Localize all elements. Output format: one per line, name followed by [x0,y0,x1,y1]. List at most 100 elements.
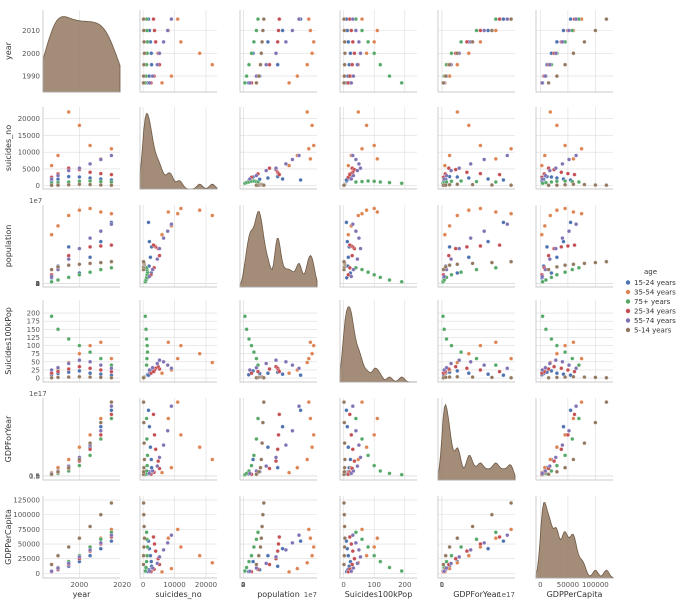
scatter-point [568,17,573,22]
tick-label-y: 125 [27,334,40,342]
scatter-point [444,173,449,178]
tick-label-y: 1 [36,280,40,288]
scatter-point [296,17,302,22]
scatter-point [77,374,82,379]
scatter-point [144,356,149,361]
scatter-point [455,262,460,267]
panel-GDPPerCapita-vs-population [239,496,317,579]
scatter-point [387,180,392,185]
scatter-point [455,109,460,115]
scatter-point [88,170,93,175]
scatter-point [66,213,71,218]
panel-GDPForYear-vs-year [42,398,120,481]
scatter-point [571,209,576,215]
panel-background [43,398,120,480]
scatter-point [509,500,514,506]
panel-spine [139,496,217,579]
scatter-point [582,261,587,266]
scatter-point [254,537,259,542]
scatter-point [449,361,454,366]
scatter-point [349,28,354,33]
scatter-point [478,367,483,373]
scatter-point [256,74,261,79]
scatter-point [559,447,564,452]
scatter-point [579,146,584,151]
scatter-point [98,432,103,437]
panel-spine [42,10,120,93]
scatter-point [449,343,454,348]
scatter-point [295,566,300,571]
scatter-point [109,400,114,405]
panel-GDPForYear-vs-GDPPerCapita [535,398,613,481]
tick-label-x: 10000 [163,581,185,589]
scatter-point [547,168,552,173]
scatter-point [342,420,347,425]
scatter-point [88,350,93,355]
scatter-point [489,375,494,380]
scatter-point [548,457,553,462]
scatter-point [574,404,579,409]
scatter-point [346,163,351,168]
scatter-point [387,74,392,79]
scatter-point [247,367,252,373]
scatter-point [554,39,559,44]
scatter-point [566,428,572,433]
scatter-point [77,351,82,356]
scatter-point [457,554,462,559]
scatter-point [77,364,82,369]
scatter-point [563,143,568,148]
scatter-point [254,356,259,361]
scatter-point [287,371,292,376]
scatter-point [261,375,266,380]
scatter-point [258,62,263,67]
scatter-point [561,424,566,429]
scatter-point [572,243,577,248]
scatter-point [546,375,551,380]
scatter-point [98,367,103,373]
scatter-point [77,554,82,559]
scatter-point [457,166,462,171]
scatter-point [572,172,577,177]
scatter-point [441,267,446,272]
scatter-point [359,146,365,151]
scatter-point [98,157,103,162]
scatter-point [443,553,448,558]
scatter-point [347,243,352,248]
scatter-point [88,366,93,371]
tick-label-x: 100 [368,581,381,589]
scatter-point [497,369,502,374]
legend-entry: 35-54 years [634,289,676,297]
scatter-point [147,424,152,429]
scatter-point [290,363,295,368]
legend-marker [625,289,631,295]
scatter-point [260,524,265,529]
scatter-point [49,232,54,237]
scatter-point [265,371,270,376]
scatter-point [98,267,103,272]
scatter-point [109,183,114,188]
panel-population-vs-Suicides100kPop [339,205,417,288]
density-curve-GDPForYear [437,403,516,481]
scatter-point [372,179,377,184]
scatter-point [470,39,475,44]
scatter-point [260,512,265,517]
scatter-point [166,340,171,345]
scatter-point [273,455,279,460]
tick-label-y: 0.5 [29,472,40,480]
scatter-point [455,213,460,218]
scatter-point [178,206,183,211]
scatter-point [349,176,354,182]
scatter-point [353,179,358,185]
panel-spine [535,205,613,288]
scatter-point [466,123,471,128]
scatter-point [359,436,365,442]
scatter-point [310,445,315,450]
scatter-point [563,206,568,211]
scatter-point [141,512,146,517]
scatter-point [308,536,313,541]
scatter-point [375,416,380,421]
scatter-point [88,547,93,552]
scatter-point [251,544,256,550]
scatter-point [88,375,93,380]
scatter-point [359,527,365,532]
